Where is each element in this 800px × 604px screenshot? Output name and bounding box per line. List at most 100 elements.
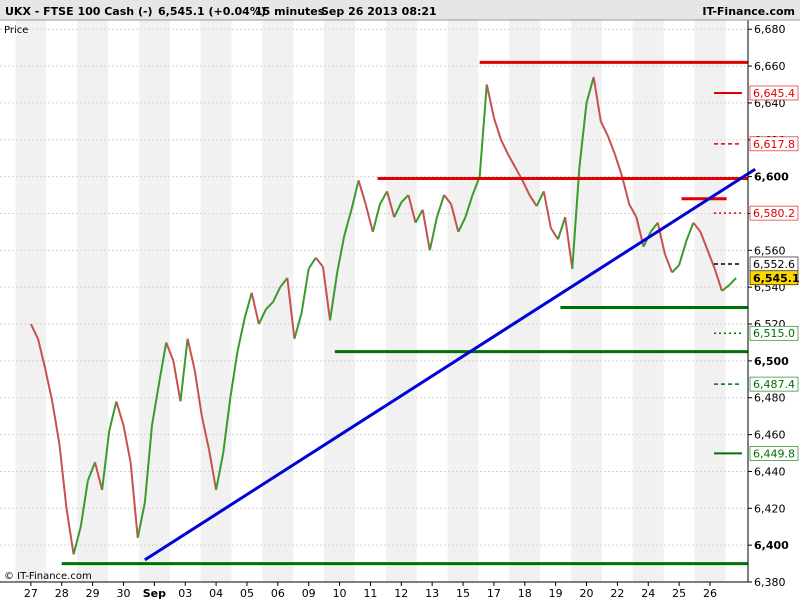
price-segment [435, 194, 446, 218]
price-segment [94, 461, 104, 491]
x-tick-label: 12 [394, 587, 408, 600]
x-tick-label: 18 [518, 587, 532, 600]
trend-line [144, 167, 756, 562]
price-segment [158, 342, 168, 384]
x-tick-label: 09 [302, 587, 316, 600]
price-segment [678, 240, 688, 266]
price-segment [663, 253, 673, 273]
price-segment [500, 139, 510, 155]
price-segment [364, 204, 374, 233]
price-segment [265, 301, 274, 310]
y-tick-label: 6,420 [754, 502, 786, 515]
day-band [324, 20, 356, 582]
price-segment [44, 368, 54, 402]
price-segment [571, 167, 581, 269]
price-segment [143, 425, 153, 503]
price-segment [371, 204, 381, 233]
price-segment [421, 209, 431, 251]
day-band [571, 20, 602, 582]
interval-text: 15 minutes [255, 5, 325, 18]
x-tick-label: 28 [55, 587, 69, 600]
price-segment [357, 180, 367, 205]
price-segment [564, 217, 574, 269]
price-segment [592, 76, 602, 122]
y-axis-label: Price [4, 25, 28, 36]
price-segment [407, 194, 417, 223]
price-segment [521, 179, 531, 196]
y-tick-label: 6,380 [754, 576, 786, 589]
x-tick-label: 10 [333, 587, 347, 600]
price-marker-label: 6,449.8 [753, 447, 795, 460]
price-segment [250, 292, 260, 325]
price-segment [713, 268, 723, 292]
x-tick-label: 05 [240, 587, 254, 600]
price-marker-label: 6,515.0 [753, 327, 795, 340]
price-marker-box [749, 85, 799, 101]
y-tick-label: 6,440 [754, 465, 786, 478]
price-segment [728, 277, 737, 287]
price-segment [350, 180, 360, 211]
price-segment [343, 209, 353, 236]
day-band [262, 20, 294, 582]
x-tick-label: 27 [24, 587, 38, 600]
y-tick-label: 6,660 [754, 60, 786, 73]
price-segment [478, 84, 488, 177]
y-tick-label: 6,500 [754, 355, 789, 368]
price-segment [186, 338, 196, 371]
price-segment [450, 204, 460, 233]
price-segment [193, 369, 203, 417]
price-marker-box [749, 376, 799, 392]
x-tick-label: 11 [363, 587, 377, 600]
price-marker-label: 6,645.4 [753, 87, 795, 100]
price-segment [400, 194, 410, 204]
price-segment [129, 462, 139, 538]
day-band [15, 20, 47, 582]
price-segment [279, 277, 289, 288]
price-segment [293, 312, 303, 340]
day-band [385, 20, 417, 582]
price-marker-box [749, 205, 799, 221]
price-marker-label: 6,552.6 [753, 258, 795, 271]
x-tick-label: 22 [610, 587, 624, 600]
y-tick-label: 6,600 [754, 171, 789, 184]
price-segment [443, 194, 452, 205]
x-tick-label: 03 [178, 587, 192, 600]
price-segment [321, 266, 332, 321]
price-marker-label: 6,545.1 [753, 272, 800, 285]
x-tick-label: 29 [86, 587, 100, 600]
price-marker-label: 6,617.8 [753, 138, 795, 151]
price-marker-label: 6,487.4 [753, 378, 795, 391]
price-marker-label: 6,580.2 [753, 207, 795, 220]
price-segment [457, 216, 467, 233]
price-segment [507, 154, 517, 168]
x-tick-label: 17 [487, 587, 501, 600]
price-segment [179, 338, 189, 402]
price-segment [557, 216, 567, 240]
price-segment [101, 430, 111, 490]
price-segment [37, 338, 47, 369]
x-tick-label: 25 [672, 587, 686, 600]
price-segment [699, 231, 709, 251]
price-segment [229, 351, 239, 398]
price-segment [257, 308, 267, 325]
price-segment [272, 286, 282, 303]
price-segment [215, 452, 225, 491]
y-tick-label: 6,560 [754, 244, 786, 257]
price-segment [578, 102, 588, 168]
price-segment [136, 502, 146, 538]
price-segment [29, 323, 39, 340]
price-segment [51, 401, 61, 444]
x-tick-label: 06 [271, 587, 285, 600]
price-segment [550, 227, 559, 240]
day-band [694, 20, 726, 582]
price-segment [86, 461, 96, 482]
price-segment [207, 449, 218, 491]
x-tick-label: 26 [703, 587, 717, 600]
price-segment [721, 284, 730, 292]
price-segment [621, 176, 631, 205]
x-tick-label: 15 [456, 587, 470, 600]
price-segment [65, 508, 75, 555]
quote-text: 6,545.1 (+0.04%) [158, 5, 266, 18]
